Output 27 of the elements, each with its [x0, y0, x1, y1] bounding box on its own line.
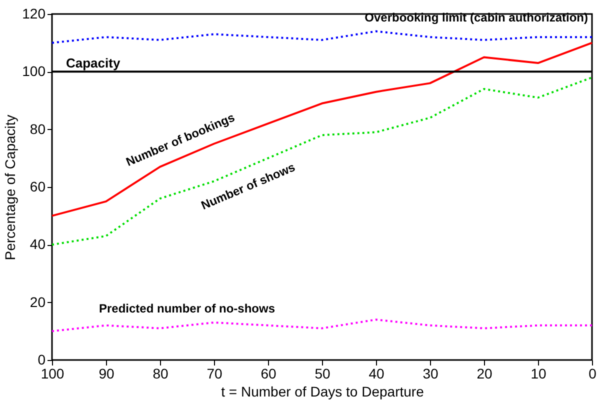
y-tick-label: 100 — [22, 63, 46, 80]
x-tick-label: 80 — [152, 366, 168, 382]
line-series — [51, 30, 593, 44]
series-label: Predicted number of no-shows — [98, 302, 276, 316]
x-tick-label: 10 — [530, 366, 546, 382]
line-series — [51, 318, 593, 332]
line-series — [51, 76, 593, 246]
y-tick-label: 40 — [30, 236, 46, 252]
ref-line-label: Capacity — [66, 56, 121, 71]
x-tick-label: 40 — [368, 366, 384, 382]
x-tick-label: 20 — [476, 366, 492, 382]
x-tick-label: 0 — [588, 366, 597, 382]
x-axis-title: t = Number of Days to Departure — [221, 384, 424, 400]
line-series — [51, 42, 593, 217]
y-axis-title: Percentage of Capacity — [2, 114, 18, 260]
y-tick-label: 80 — [30, 120, 46, 137]
x-tick-label: 100 — [40, 366, 64, 382]
x-tick-label: 30 — [422, 366, 438, 382]
series-label: Overbooking limit (cabin authorization) — [364, 10, 588, 24]
x-tick-label: 90 — [98, 366, 114, 382]
x-tick-label: 50 — [314, 366, 330, 382]
y-tick-label: 0 — [38, 352, 46, 368]
y-tick-label: 120 — [22, 6, 46, 22]
y-tick-label: 20 — [30, 294, 46, 310]
x-tick-label: 60 — [260, 366, 276, 382]
x-tick-label: 70 — [206, 366, 222, 382]
y-tick-label: 60 — [30, 178, 46, 194]
